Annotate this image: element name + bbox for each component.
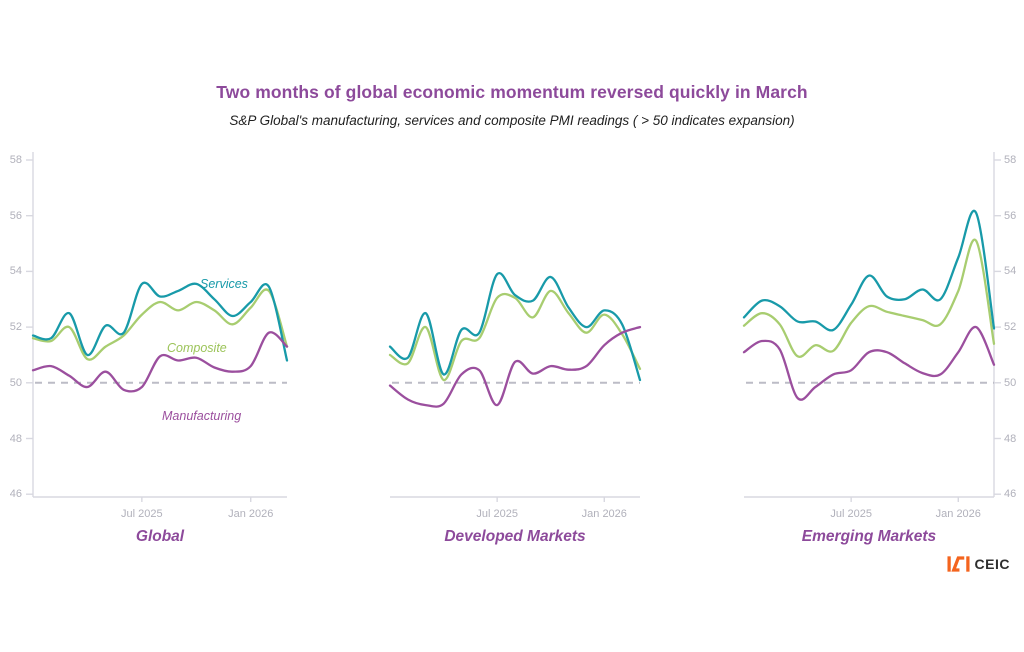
x-axis-label: Jul 2025 bbox=[476, 508, 518, 520]
y-axis-label: 50 bbox=[9, 376, 22, 389]
y-axis-label: 48 bbox=[1004, 432, 1017, 445]
x-axis-label: Jan 2026 bbox=[581, 508, 627, 520]
ceic-logo: CEIC bbox=[947, 553, 1010, 575]
panel-title-global: Global bbox=[135, 528, 185, 545]
y-axis-label: 58 bbox=[9, 154, 22, 166]
y-axis-label: 46 bbox=[1004, 488, 1017, 501]
series-line-services-emerging-markets bbox=[742, 209, 996, 332]
y-axis-label: 46 bbox=[9, 488, 22, 501]
y-axis-label: 52 bbox=[1004, 321, 1017, 334]
series-line-services-developed-markets bbox=[388, 271, 642, 382]
panel-title-developed-markets: Developed Markets bbox=[444, 528, 586, 545]
series-line-manufacturing-developed-markets bbox=[388, 325, 642, 408]
composite-series-label: Composite bbox=[167, 341, 227, 355]
y-axis-label: 56 bbox=[1004, 209, 1017, 222]
y-axis-label: 48 bbox=[9, 432, 22, 445]
y-axis-label: 54 bbox=[9, 265, 22, 278]
services-series-label: Services bbox=[200, 277, 248, 291]
x-axis-label: Jan 2026 bbox=[935, 508, 981, 520]
series-line-composite-global bbox=[31, 288, 289, 361]
chart-subtitle: S&P Global's manufacturing, services and… bbox=[229, 113, 795, 128]
series-line-composite-emerging-markets bbox=[742, 238, 996, 358]
panel-emerging-markets bbox=[742, 152, 1001, 502]
ceic-logo-text: CEIC bbox=[974, 556, 1010, 572]
panel-global bbox=[26, 152, 289, 502]
manufacturing-series-label: Manufacturing bbox=[162, 409, 242, 423]
y-axis-label: 54 bbox=[1004, 265, 1017, 278]
x-axis-label: Jan 2026 bbox=[228, 508, 274, 520]
y-axis-label: 52 bbox=[9, 321, 22, 334]
x-axis-label: Jul 2025 bbox=[830, 508, 872, 520]
chart-title: Two months of global economic momentum r… bbox=[216, 82, 808, 102]
series-line-manufacturing-global bbox=[31, 331, 289, 393]
isi-logo-icon bbox=[947, 556, 970, 572]
y-axis-label: 58 bbox=[1004, 154, 1017, 166]
y-axis-label: 50 bbox=[1004, 376, 1017, 389]
series-line-manufacturing-emerging-markets bbox=[742, 325, 996, 401]
panel-developed-markets bbox=[388, 271, 642, 502]
series-line-services-global bbox=[31, 281, 289, 362]
panel-title-emerging-markets: Emerging Markets bbox=[801, 528, 937, 545]
series-line-composite-developed-markets bbox=[388, 289, 642, 382]
y-axis-label: 56 bbox=[9, 209, 22, 222]
x-axis-label: Jul 2025 bbox=[121, 508, 163, 520]
